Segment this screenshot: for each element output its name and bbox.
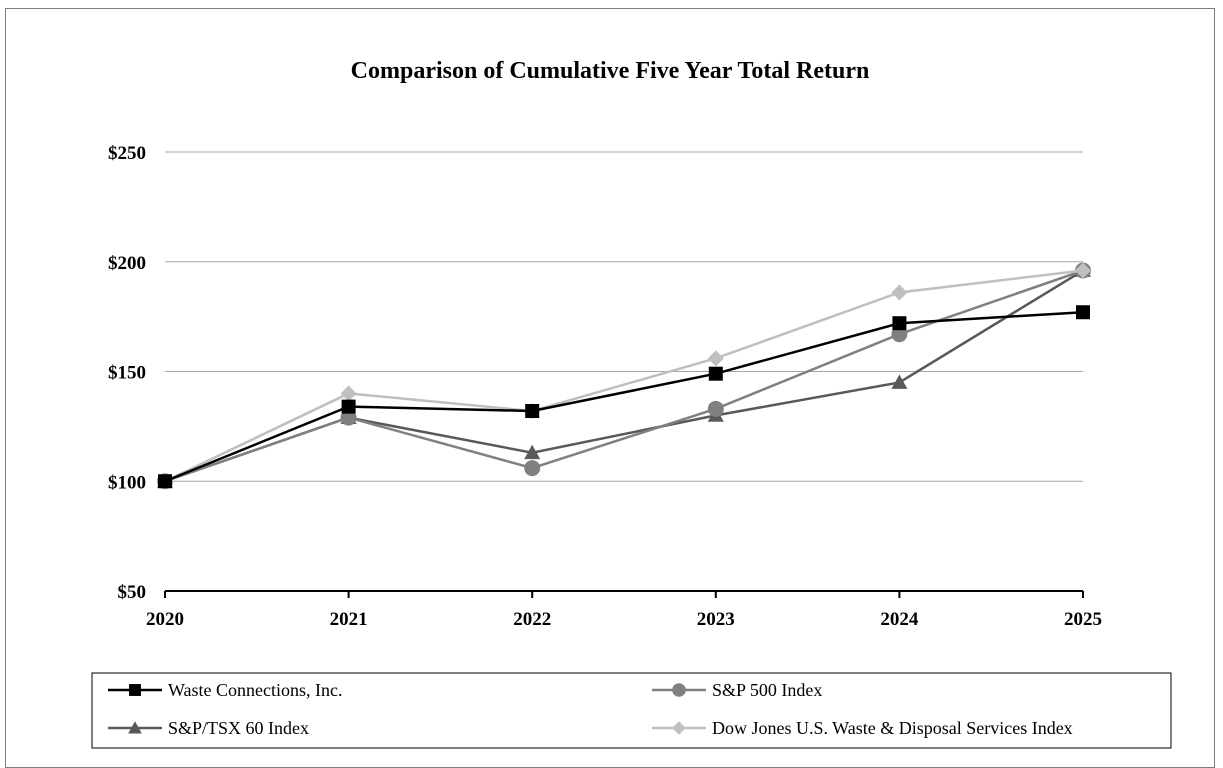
legend-label: S&P 500 Index [712, 680, 822, 700]
series-line [164, 269, 1084, 483]
chart-title: Comparison of Cumulative Five Year Total… [351, 58, 870, 84]
series-1 [157, 262, 1091, 490]
legend-label: Waste Connections, Inc. [168, 680, 343, 700]
data-point [707, 350, 724, 367]
legend-item: S&P/TSX 60 Index [108, 718, 309, 738]
series-line [164, 269, 1084, 483]
data-point [524, 460, 541, 477]
data-point [1076, 305, 1090, 320]
x-tick-label: 2023 [697, 609, 735, 630]
legend-marker [672, 721, 686, 735]
y-axis-ticks: $50 $100 $150 $200 $250 [108, 143, 146, 603]
legend-label: S&P/TSX 60 Index [168, 718, 309, 738]
legend: Waste Connections, Inc. S&P 500 Index S&P/… [91, 672, 1172, 749]
y-tick-label: $200 [108, 253, 146, 274]
series-line [164, 310, 1084, 483]
data-point [891, 374, 908, 389]
x-axis-ticks: 2020 2021 2022 2023 2024 2025 [146, 591, 1102, 630]
legend-item: S&P 500 Index [652, 680, 822, 700]
data-point [525, 404, 540, 419]
data-point [1075, 262, 1091, 279]
gridlines [165, 151, 1083, 482]
data-point [708, 366, 723, 381]
series-3 [157, 262, 1091, 490]
legend-item: Waste Connections, Inc. [108, 680, 343, 700]
series-layer [157, 262, 1091, 490]
legend-marker [672, 683, 686, 697]
x-tick-label: 2020 [146, 609, 184, 630]
y-tick-label: $50 [118, 582, 147, 603]
legend-box [91, 672, 1172, 749]
series-2 [157, 262, 1091, 488]
x-tick-label: 2025 [1064, 609, 1102, 630]
data-point [524, 444, 541, 460]
x-tick-label: 2021 [330, 609, 368, 630]
y-tick-label: $150 [108, 363, 146, 384]
x-tick-label: 2022 [513, 609, 551, 630]
legend-item: Dow Jones U.S. Waste & Disposal Services… [652, 718, 1073, 738]
data-point [341, 399, 356, 414]
data-point [892, 316, 907, 331]
y-tick-label: $250 [108, 143, 146, 164]
data-point [158, 474, 172, 489]
data-point [340, 385, 357, 402]
legend-marker [128, 721, 142, 734]
legend-marker [129, 684, 141, 696]
y-tick-label: $100 [108, 472, 146, 493]
legend-label: Dow Jones U.S. Waste & Disposal Services… [712, 718, 1073, 738]
data-point [891, 284, 908, 301]
series-line [164, 269, 1084, 483]
x-tick-label: 2024 [880, 609, 919, 630]
data-point [707, 400, 724, 417]
series-0 [158, 305, 1090, 489]
